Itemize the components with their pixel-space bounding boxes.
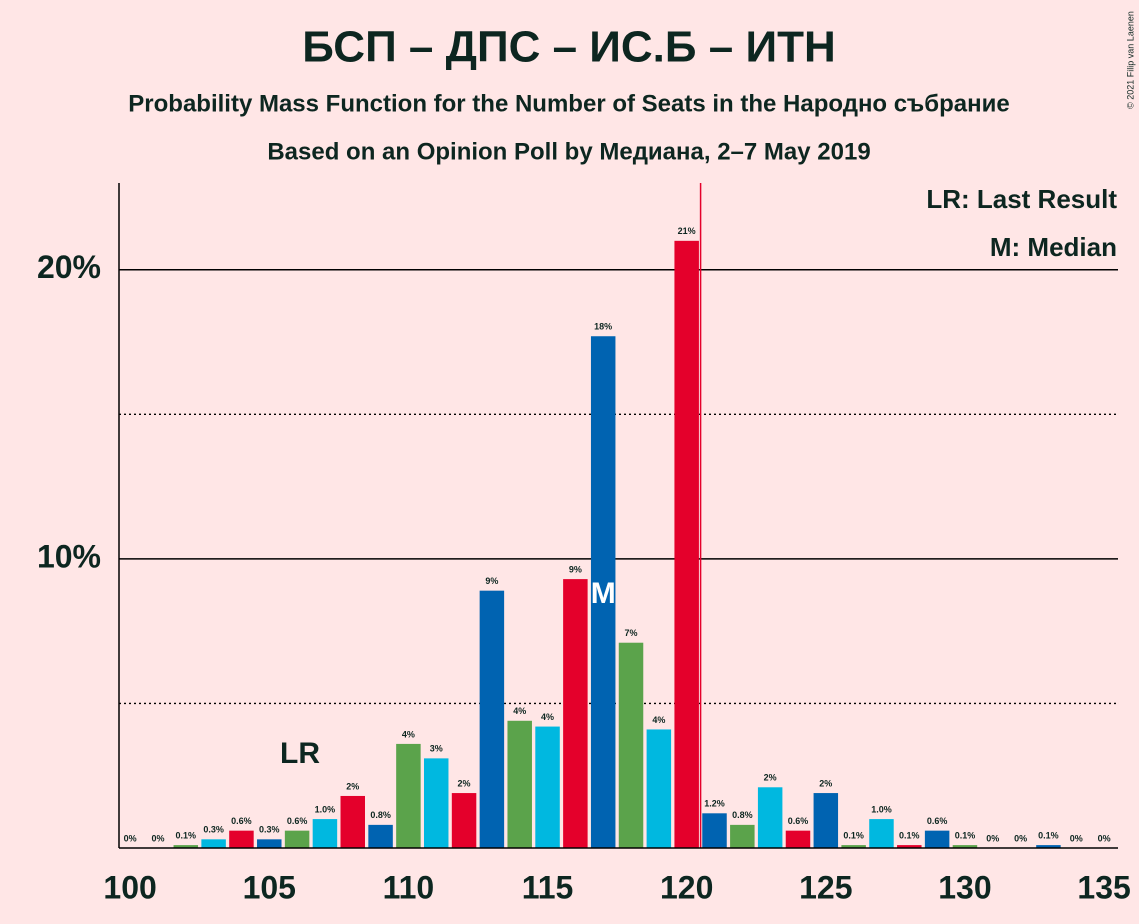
x-tick-label: 115 (522, 869, 574, 905)
value-label: 0.6% (287, 816, 308, 826)
bar (229, 830, 254, 848)
bar (563, 579, 588, 848)
bar (702, 813, 727, 848)
value-label: 4% (541, 712, 554, 722)
bar (340, 795, 365, 848)
value-label: 0% (986, 833, 999, 843)
value-label: 1.0% (871, 804, 892, 814)
value-label: 0% (124, 833, 137, 843)
last-result-marker: LR (280, 737, 320, 770)
bar (368, 824, 393, 848)
value-label: 18% (594, 322, 612, 332)
value-label: 0.1% (955, 830, 976, 840)
value-label: 1.2% (704, 799, 725, 809)
bar (841, 845, 866, 848)
value-label: 1.0% (315, 804, 336, 814)
bar (396, 743, 421, 848)
bar (869, 819, 894, 848)
bar (535, 726, 560, 848)
value-label: 0.1% (843, 830, 864, 840)
chart-title: БСП – ДПС – ИС.Б – ИТН (302, 23, 835, 72)
x-tick-label: 105 (243, 869, 296, 905)
value-label: 0.3% (259, 825, 280, 835)
bar (674, 240, 699, 849)
value-label: 0% (151, 833, 164, 843)
value-label: 0.6% (927, 816, 948, 826)
chart-subtitle: Based on an Opinion Poll by Медиана, 2–7… (267, 138, 870, 165)
value-label: 4% (513, 706, 526, 716)
x-tick-label: 130 (938, 869, 991, 905)
value-label: 0% (1014, 833, 1027, 843)
x-tick-label: 125 (799, 869, 852, 905)
bar (201, 839, 226, 848)
bar (897, 845, 922, 848)
value-label: 9% (569, 564, 582, 574)
value-label: 21% (678, 226, 696, 236)
value-label: 4% (652, 715, 665, 725)
value-label: 4% (402, 729, 415, 739)
median-marker: M (591, 577, 616, 610)
bar (924, 830, 950, 848)
bar (451, 793, 477, 848)
value-label: 0% (1098, 833, 1111, 843)
bar (730, 824, 755, 848)
value-label: 0.6% (788, 816, 809, 826)
bar (952, 845, 978, 848)
bar (507, 720, 532, 848)
y-tick-label: 10% (37, 538, 101, 574)
value-label: 0.6% (231, 816, 252, 826)
bar (813, 793, 839, 848)
bar (257, 839, 282, 848)
bar (479, 590, 505, 848)
bar (590, 336, 616, 848)
legend-entry: LR: Last Result (926, 184, 1117, 214)
bar (173, 845, 199, 848)
value-label: 0.3% (203, 825, 224, 835)
bar (1036, 845, 1061, 848)
bar (312, 819, 338, 848)
value-label: 7% (625, 628, 638, 638)
x-tick-label: 120 (660, 869, 713, 905)
y-tick-label: 20% (37, 249, 101, 285)
chart-subtitle: Probability Mass Function for the Number… (128, 90, 1009, 117)
bar (757, 787, 783, 848)
bar (618, 642, 644, 848)
value-label: 2% (346, 781, 359, 791)
value-label: 0.1% (1038, 830, 1059, 840)
value-label: 2% (819, 778, 832, 788)
value-label: 0.8% (732, 810, 753, 820)
value-label: 3% (430, 744, 443, 754)
x-tick-label: 135 (1077, 869, 1130, 905)
value-label: 0.1% (176, 830, 197, 840)
x-tick-label: 110 (383, 869, 435, 905)
value-label: 0% (1070, 833, 1083, 843)
bar (785, 830, 811, 848)
value-label: 9% (485, 576, 498, 586)
bar (423, 758, 449, 848)
copyright: © 2021 Filip van Laenen (1125, 11, 1135, 109)
value-label: 0.8% (370, 810, 391, 820)
bar (284, 830, 310, 848)
bar (646, 729, 672, 848)
value-label: 2% (764, 773, 777, 783)
x-tick-label: 100 (103, 869, 156, 905)
value-label: 2% (458, 778, 471, 788)
value-label: 0.1% (899, 830, 920, 840)
legend-entry: M: Median (990, 232, 1117, 262)
